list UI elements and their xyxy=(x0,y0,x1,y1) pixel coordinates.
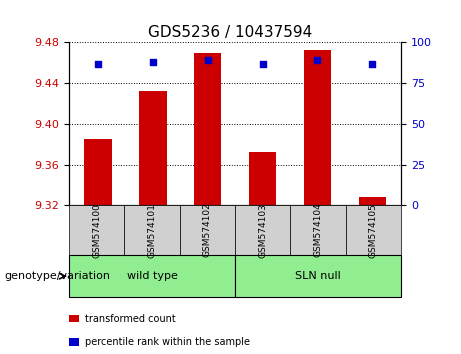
Bar xyxy=(249,153,276,205)
Bar xyxy=(84,139,112,205)
Text: genotype/variation: genotype/variation xyxy=(5,271,111,281)
Text: GSM574105: GSM574105 xyxy=(369,202,378,258)
Point xyxy=(149,59,156,65)
Bar xyxy=(359,197,386,205)
Text: GSM574104: GSM574104 xyxy=(313,203,323,257)
Text: wild type: wild type xyxy=(127,271,177,281)
Text: GDS5236 / 10437594: GDS5236 / 10437594 xyxy=(148,25,313,40)
Text: GSM574103: GSM574103 xyxy=(258,202,267,258)
Bar xyxy=(139,91,166,205)
Text: percentile rank within the sample: percentile rank within the sample xyxy=(85,337,250,347)
Point xyxy=(94,61,101,67)
Point xyxy=(204,58,211,63)
Bar xyxy=(304,50,331,205)
Bar xyxy=(194,53,221,205)
Point xyxy=(369,61,376,67)
Text: GSM574100: GSM574100 xyxy=(92,202,101,258)
Text: SLN null: SLN null xyxy=(295,271,341,281)
Point xyxy=(259,61,266,67)
Text: GSM574101: GSM574101 xyxy=(148,202,157,258)
Point xyxy=(314,58,321,63)
Text: transformed count: transformed count xyxy=(85,314,176,324)
Text: GSM574102: GSM574102 xyxy=(203,203,212,257)
